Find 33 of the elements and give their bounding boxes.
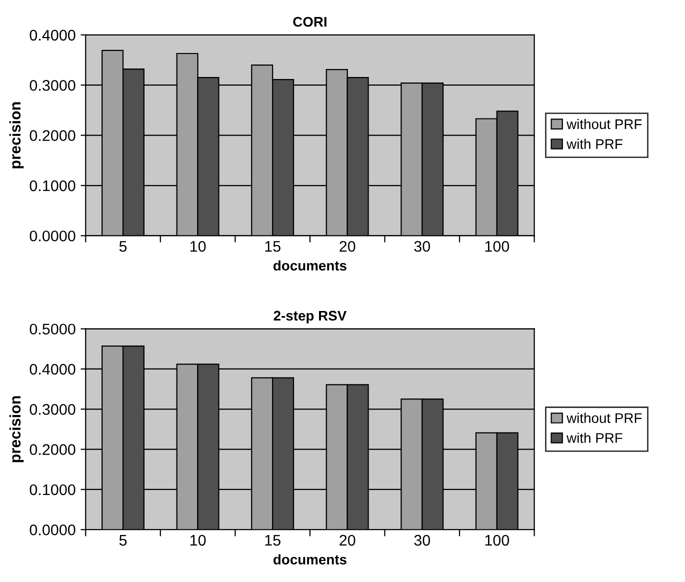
chart-title: 2-step RSV [274, 310, 347, 324]
legend-label: without PRF [566, 412, 642, 424]
chart-title: CORI [293, 16, 326, 27]
x-axis-title: documents [273, 260, 346, 271]
y-tick-label: 0.2000 [30, 444, 76, 455]
legend-label: with PRF [566, 432, 622, 443]
x-tick-label: 30 [414, 534, 430, 546]
x-tick-label: 100 [485, 534, 510, 546]
y-tick-label: 0.1000 [30, 180, 76, 192]
x-tick-label: 15 [265, 241, 280, 252]
x-tick-label: 10 [190, 240, 206, 252]
y-tick-label: 0.4000 [30, 30, 76, 41]
x-tick-label: 5 [119, 241, 127, 252]
x-tick-label: 100 [485, 240, 510, 252]
y-tick-label: 0.3000 [30, 80, 76, 91]
x-axis-title: documents [273, 554, 346, 564]
legend-label: with PRF [566, 138, 622, 149]
y-tick-label: 0.0000 [30, 524, 76, 536]
x-tick-label: 10 [190, 534, 206, 546]
x-tick-label: 20 [340, 534, 356, 546]
x-tick-label: 15 [265, 535, 280, 546]
x-tick-label: 5 [119, 535, 127, 546]
y-tick-label: 0.1000 [30, 484, 76, 496]
y-tick-label: 0.3000 [30, 404, 76, 415]
y-tick-label: 0.2000 [30, 130, 76, 141]
y-axis-title: precision [9, 102, 24, 168]
legend-label: without PRF [566, 118, 642, 130]
y-axis-title: precision [9, 396, 24, 462]
y-tick-label: 0.0000 [30, 230, 76, 242]
y-tick-label: 0.4000 [30, 364, 76, 375]
y-tick-label: 0.5000 [30, 324, 76, 335]
x-tick-label: 20 [340, 240, 356, 252]
x-tick-label: 30 [414, 240, 430, 252]
